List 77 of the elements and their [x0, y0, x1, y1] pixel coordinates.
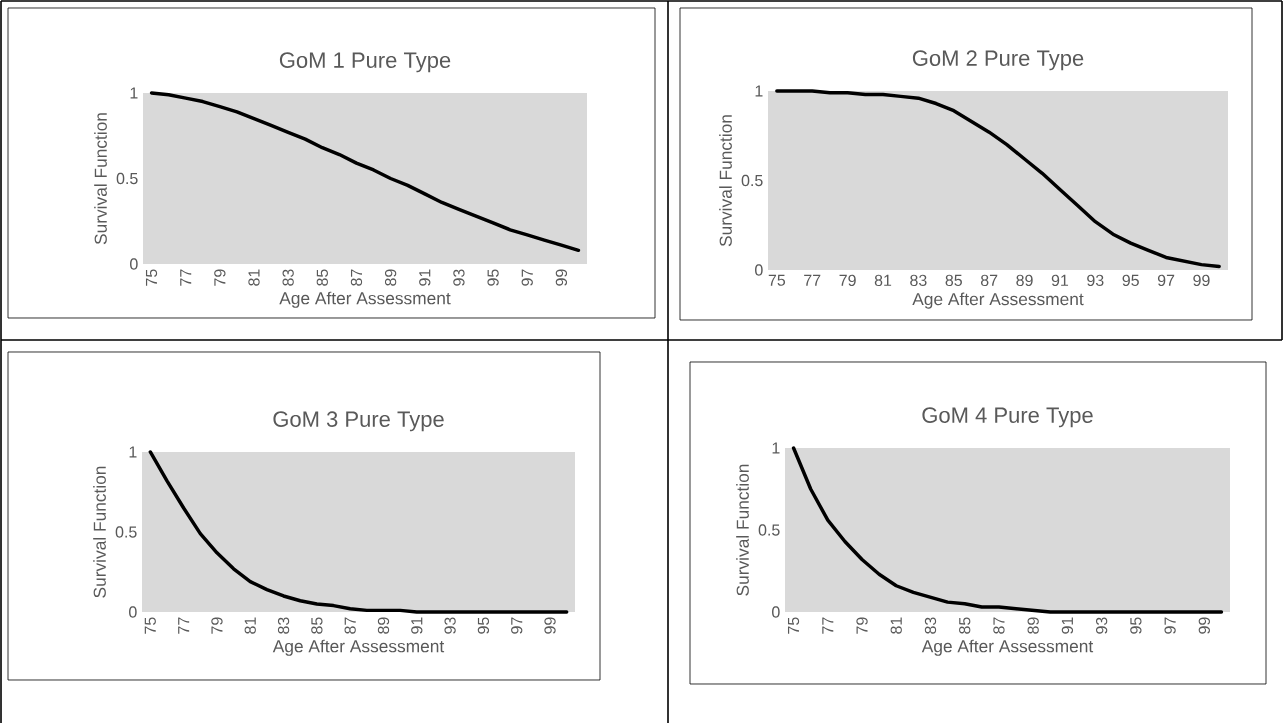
- x-tick-label: 97: [1164, 617, 1176, 634]
- x-tick-label: 97: [521, 269, 533, 286]
- chart-title: GoM 1 Pure Type: [279, 52, 451, 73]
- chart-title: GoM 4 Pure Type: [922, 407, 1093, 428]
- y-tick-label: 1: [129, 446, 137, 458]
- x-tick-label: 87: [980, 274, 998, 287]
- x-tick-label: 89: [377, 617, 390, 634]
- x-tick-label: 77: [804, 274, 821, 286]
- x-tick-label: 91: [1061, 617, 1074, 634]
- x-tick-label: 89: [384, 269, 397, 286]
- x-tick-label: 85: [959, 617, 971, 634]
- x-tick-label: 77: [178, 617, 190, 634]
- x-tick-label: 85: [311, 617, 323, 634]
- x-tick-label: 87: [350, 269, 363, 286]
- x-tick-label: 99: [544, 617, 556, 634]
- y-tick-label: 0.5: [758, 524, 780, 536]
- y-axis-title: Survival Function: [93, 466, 106, 598]
- x-tick-label: 91: [419, 269, 431, 286]
- y-tick-label: 0.5: [116, 172, 138, 185]
- x-tick-label: 87: [344, 617, 356, 634]
- x-tick-label: 75: [145, 269, 158, 286]
- chart-title: GoM 3 Pure Type: [273, 411, 444, 432]
- x-tick-label: 79: [214, 269, 226, 286]
- x-tick-label: 79: [211, 617, 223, 634]
- x-axis-title: Age After Assessment: [272, 639, 445, 656]
- x-tick-label: 89: [1016, 274, 1033, 287]
- y-tick-label: 1: [130, 87, 138, 99]
- x-axis-title: Age After Assessment: [921, 639, 1094, 656]
- x-tick-label: 87: [993, 617, 1005, 634]
- x-tick-label: 75: [787, 617, 800, 634]
- x-tick-label: 95: [477, 617, 490, 634]
- x-tick-label: 81: [248, 269, 260, 286]
- x-tick-label: 95: [1130, 617, 1142, 634]
- y-tick-label: 0: [755, 264, 763, 276]
- y-axis-title: Survival Function: [736, 464, 749, 596]
- y-tick-label: 1: [772, 442, 780, 454]
- x-tick-label: 93: [453, 269, 465, 286]
- x-tick-label: 93: [1095, 617, 1108, 634]
- x-axis-title: Age After Assessment: [279, 291, 451, 308]
- x-tick-label: 91: [1051, 274, 1069, 287]
- x-tick-label: 79: [856, 617, 868, 634]
- y-tick-label: 1: [755, 85, 763, 97]
- x-tick-label: 83: [924, 617, 937, 634]
- x-tick-label: 91: [411, 617, 423, 634]
- chart-title: GoM 2 Pure Type: [912, 50, 1084, 71]
- x-tick-label: 83: [282, 269, 294, 286]
- y-axis-title: Survival Function: [719, 115, 732, 247]
- x-tick-label: 79: [839, 274, 856, 287]
- x-tick-label: 95: [1122, 274, 1139, 287]
- x-tick-label: 85: [945, 274, 962, 287]
- x-axis-title: Age After Assessment: [912, 292, 1084, 309]
- x-tick-label: 81: [244, 617, 256, 634]
- x-tick-label: 85: [316, 269, 328, 286]
- line-series: [149, 91, 581, 253]
- x-tick-label: 81: [890, 617, 902, 634]
- y-tick-label: 0: [129, 606, 137, 618]
- y-tick-label: 0.5: [115, 526, 137, 538]
- x-tick-label: 93: [444, 617, 456, 634]
- x-tick-label: 77: [822, 617, 834, 634]
- x-tick-label: 93: [1087, 274, 1104, 287]
- x-tick-label: 75: [144, 617, 156, 634]
- x-tick-label: 99: [555, 269, 568, 286]
- x-tick-label: 75: [768, 274, 786, 286]
- x-tick-label: 83: [910, 274, 927, 287]
- x-tick-label: 97: [511, 617, 523, 634]
- y-tick-label: 0.5: [741, 174, 763, 187]
- x-tick-label: 77: [180, 269, 192, 286]
- y-tick-label: 0: [130, 258, 138, 270]
- y-tick-label: 0: [772, 606, 780, 618]
- x-tick-label: 99: [1198, 617, 1210, 634]
- x-tick-label: 81: [874, 274, 892, 287]
- y-axis-title: Survival Function: [94, 113, 107, 245]
- x-tick-label: 99: [1193, 274, 1210, 287]
- x-tick-label: 89: [1027, 617, 1039, 634]
- x-tick-label: 95: [487, 269, 499, 286]
- x-tick-label: 97: [1157, 274, 1175, 287]
- x-tick-label: 83: [277, 617, 290, 634]
